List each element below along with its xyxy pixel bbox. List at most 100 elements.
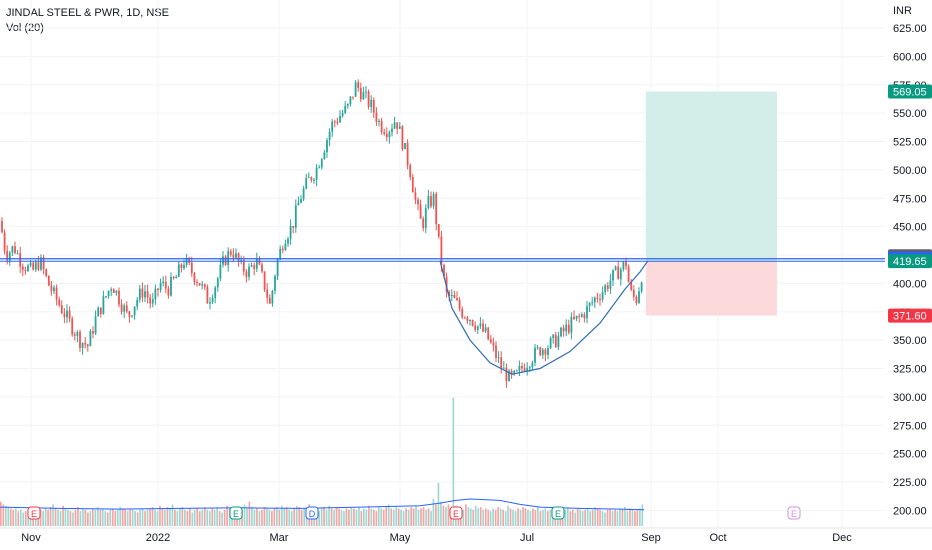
candle-body bbox=[68, 310, 71, 319]
volume-bar bbox=[609, 508, 611, 527]
volume-bar bbox=[87, 512, 89, 526]
volume-bar bbox=[263, 507, 266, 526]
candle-body bbox=[492, 342, 495, 346]
candle-body bbox=[560, 327, 562, 337]
volume-bar bbox=[437, 482, 440, 526]
volume-bar bbox=[440, 501, 442, 526]
candle-body bbox=[84, 342, 87, 345]
candle-body bbox=[58, 299, 61, 306]
volume-bar bbox=[502, 509, 504, 526]
volume-bar bbox=[387, 504, 390, 526]
candle-body bbox=[66, 310, 68, 318]
candle-body bbox=[489, 339, 492, 343]
candle-body bbox=[336, 121, 339, 123]
volume-bar bbox=[412, 508, 415, 527]
candle-body bbox=[136, 299, 139, 307]
candle-body bbox=[237, 253, 240, 262]
volume-bar bbox=[601, 511, 604, 527]
volume-bar bbox=[72, 512, 74, 526]
candle-body bbox=[307, 177, 310, 179]
volume-bar bbox=[397, 508, 400, 527]
price-tag-label: 371.60 bbox=[893, 311, 927, 323]
volume-bar bbox=[564, 509, 567, 526]
candle-body bbox=[591, 302, 594, 304]
candle-body bbox=[89, 331, 92, 347]
volume-bar bbox=[59, 511, 62, 527]
candle-body bbox=[3, 232, 6, 252]
candle-body bbox=[133, 306, 136, 316]
x-tick-label: Nov bbox=[21, 532, 41, 544]
earnings-marker bbox=[787, 506, 801, 520]
candle-body bbox=[521, 366, 523, 369]
candle-body bbox=[549, 338, 552, 349]
candle-body bbox=[601, 292, 604, 300]
volume-bar bbox=[544, 508, 547, 527]
candle-body bbox=[531, 362, 534, 368]
volume-bar bbox=[452, 397, 455, 527]
volume-bar bbox=[258, 511, 261, 527]
price-tick-label: 275.00 bbox=[893, 420, 927, 432]
candle-body bbox=[94, 316, 97, 334]
price-tag-label: 569.05 bbox=[893, 87, 927, 99]
volume-bar bbox=[479, 507, 482, 526]
volume-bar bbox=[328, 505, 330, 527]
candle-body bbox=[638, 291, 640, 303]
price-tick-label: 525.00 bbox=[893, 137, 927, 149]
volume-bar bbox=[151, 507, 154, 526]
candle-body bbox=[219, 264, 222, 279]
volume-bar bbox=[442, 505, 445, 527]
volume-bar bbox=[626, 511, 629, 527]
volume-bar bbox=[392, 509, 395, 526]
volume-bar bbox=[639, 508, 641, 527]
volume-bar bbox=[47, 509, 49, 526]
candle-body bbox=[159, 282, 162, 290]
volume-bar bbox=[246, 508, 248, 527]
volume-bar bbox=[599, 509, 601, 526]
candle-body bbox=[383, 132, 386, 134]
price-tick-label: 550.00 bbox=[893, 108, 927, 120]
candle-body bbox=[141, 288, 144, 298]
volume-bar bbox=[373, 509, 375, 526]
candle-body bbox=[424, 208, 427, 228]
volume-bar bbox=[193, 509, 196, 526]
candle-body bbox=[630, 282, 633, 290]
volume-bar bbox=[624, 507, 626, 526]
volume-bar bbox=[519, 509, 522, 526]
volume-bar bbox=[492, 508, 494, 527]
volume-bar bbox=[281, 505, 283, 527]
candle-body bbox=[323, 152, 326, 160]
volume-bar bbox=[611, 511, 614, 527]
candle-body bbox=[331, 121, 334, 132]
volume-bar bbox=[22, 512, 25, 526]
candle-body bbox=[276, 259, 279, 276]
volume-bar bbox=[417, 509, 420, 526]
candle-body bbox=[86, 344, 89, 347]
candle-body bbox=[466, 317, 469, 321]
volume-bar bbox=[385, 507, 388, 526]
volume-bar bbox=[591, 509, 594, 526]
price-tick-label: 250.00 bbox=[893, 449, 927, 461]
volume-bar bbox=[2, 504, 5, 526]
volume-bar bbox=[290, 511, 293, 527]
candle-body bbox=[554, 334, 557, 348]
candle-body bbox=[544, 349, 547, 355]
candle-body bbox=[339, 116, 341, 123]
candle-body bbox=[125, 305, 128, 312]
candle-body bbox=[284, 243, 287, 251]
candle-body bbox=[224, 256, 227, 265]
candle-body bbox=[214, 287, 217, 299]
volume-bar bbox=[504, 511, 507, 527]
volume-bar bbox=[84, 509, 87, 526]
volume-ma-line bbox=[0, 498, 645, 511]
volume-bar bbox=[129, 508, 131, 527]
volume-bar bbox=[126, 511, 129, 527]
volume-bar bbox=[343, 511, 345, 527]
candle-body bbox=[349, 96, 352, 105]
dividend-marker bbox=[305, 506, 319, 520]
volume-bar bbox=[189, 508, 191, 527]
candle-body bbox=[599, 298, 601, 300]
volume-bar bbox=[248, 501, 251, 526]
candle-body bbox=[253, 265, 256, 269]
price-tick-label: 200.00 bbox=[893, 505, 927, 517]
